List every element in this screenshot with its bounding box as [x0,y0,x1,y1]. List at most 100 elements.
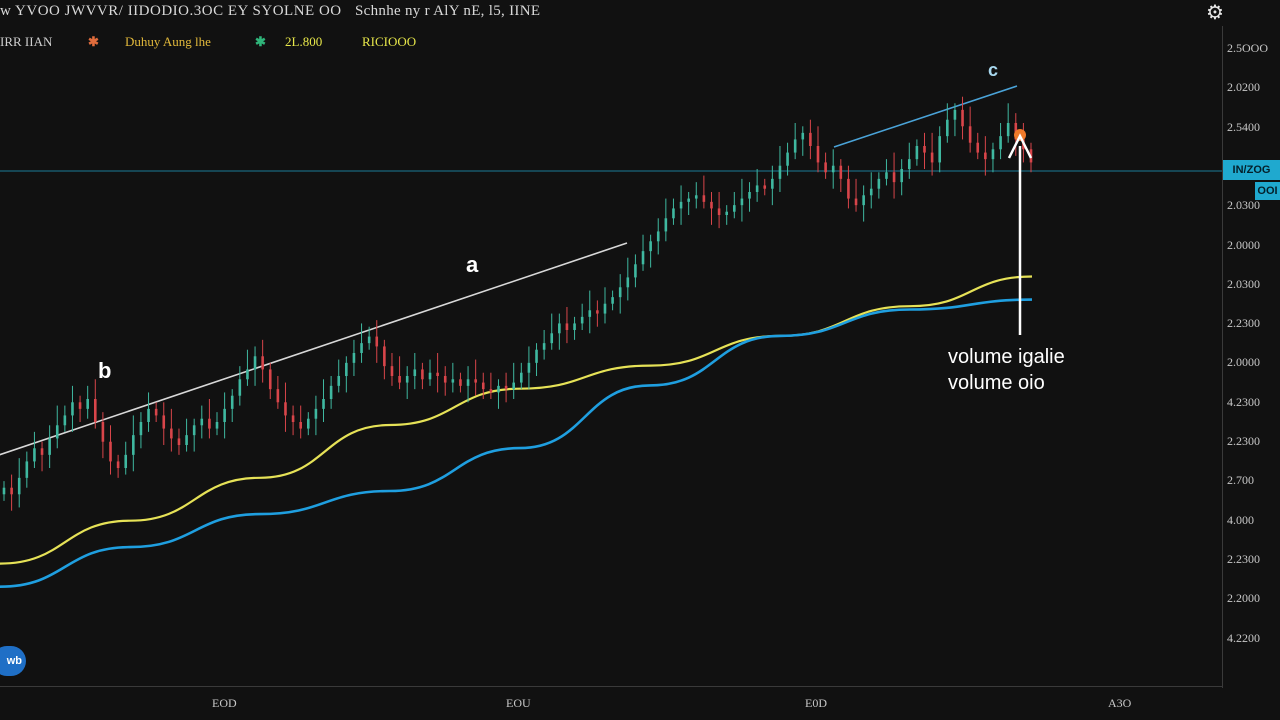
candle-body [824,162,827,173]
gear-icon[interactable]: ⚙ [1206,2,1224,24]
price-tick-label: 2.2000 [1227,591,1260,606]
legend-value: 2L.800 [285,34,323,49]
candle-body [520,372,523,383]
candle-body [299,422,302,429]
candle-body [436,372,439,376]
current-price-badge: IN/ZOG [1223,160,1280,180]
volume-note-line: volume igalie [948,346,1065,368]
candle-body [177,438,181,445]
candle-body [443,376,447,383]
candle-body [839,165,843,179]
candle-body [147,408,150,422]
candle-body [656,231,660,242]
candle-body [672,208,675,219]
trendline-c [833,85,1018,148]
candle-body [999,136,1002,150]
candle-body [306,418,310,429]
candle-body [329,385,333,399]
candle-body [253,356,257,370]
candle-body [710,201,713,209]
price-tick-label: 4.2200 [1227,630,1260,645]
candle-body [793,139,797,153]
candle-body [771,178,774,189]
candle-body [877,178,881,189]
candle-body [55,425,59,439]
price-tick-label: 2.5OOO [1227,41,1268,55]
candle-body [915,146,919,160]
candle-body [801,132,805,140]
price-plot-area[interactable] [0,0,1222,686]
logo-icon[interactable]: wb [0,646,26,676]
candle-body [405,376,409,383]
price-tick-label: 2.700 [1227,473,1254,488]
annotation-label-b: b [98,358,112,383]
volume-note-line: volume oio [948,372,1045,394]
candle-body [694,195,698,199]
price-tick-label: 2.2300 [1227,316,1260,331]
candle-body [230,395,234,409]
candle-body [261,356,264,370]
candle-body [459,379,462,386]
time-tick-label: A3O [1108,696,1132,710]
time-tick-label: EOD [212,696,237,710]
candle-body [284,402,287,416]
candle-body [375,336,379,347]
candle-body [481,382,485,390]
candle-body [185,435,188,445]
candle-body [40,448,44,455]
candle-body [847,178,850,199]
candle-body [900,169,903,183]
candle-body [991,149,995,160]
candle-body [641,251,645,265]
candle-body [116,461,120,468]
annotation-arrowhead [1007,133,1033,159]
candle-body [748,192,751,199]
price-axis[interactable]: 2.5OOO2.02002.54002.2W002.03002.00002.03… [1222,26,1280,688]
candle-body [550,333,554,344]
candle-body [63,415,67,426]
candle-body [961,109,964,127]
price-tick-label: 2.0000 [1227,355,1260,370]
candle-body [25,461,29,478]
candle-body [603,303,607,314]
candle-body [200,418,204,426]
candle-body [238,379,242,396]
candle-body [497,385,500,393]
candle-body [626,277,630,288]
candle-body [687,198,690,202]
candle-body [816,146,820,163]
legend-value: RICIOOO [362,34,417,49]
candle-body [33,448,36,462]
candle-body [831,165,835,173]
candle-body [139,422,143,436]
candle-body [588,310,592,317]
trendline-a [0,242,628,456]
candle-body [71,402,74,416]
candle-body [717,208,721,215]
candle-body [352,353,356,363]
candle-body [124,454,128,468]
current-price-countdown-badge: OOI [1255,182,1280,200]
candle-body [101,422,105,442]
price-tick-label: 4.2300 [1227,394,1260,409]
candle-body [596,310,599,314]
candle-body [466,379,470,386]
candle-body [268,369,272,390]
candle-body [398,376,401,383]
legend-symbol: IRR IIAN [0,34,53,49]
candle-body [558,323,561,334]
candle-body [953,109,957,120]
time-axis[interactable]: EOD EOU E0D A3O [0,686,1222,720]
candle-body [428,372,432,380]
candle-body [892,172,896,183]
candle-body [755,185,759,192]
candle-body [649,241,652,252]
candle-body [512,382,515,390]
candle-body [504,385,508,390]
candle-body [565,323,569,330]
candle-body [740,198,744,206]
candle-body [854,198,858,206]
annotation-label-a: a [466,252,479,277]
chart-subtitle: Schnhe ny r AlY nE, l5, IINE [355,3,541,19]
